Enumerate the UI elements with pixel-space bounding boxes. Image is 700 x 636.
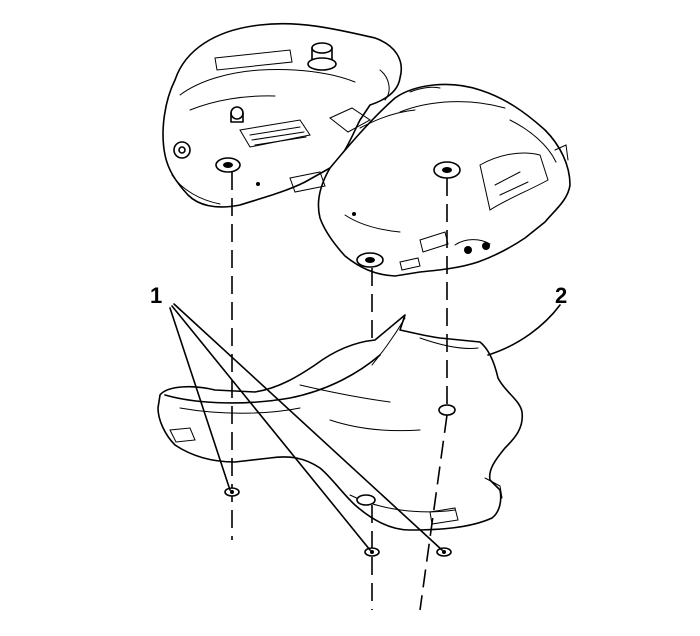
tank-mount-boss-right (433, 161, 461, 179)
callout-2: 2 (555, 283, 568, 308)
leader-1-c (173, 303, 443, 551)
shield-hole-left (356, 494, 376, 506)
fuel-tank-right-lobe (317, 83, 571, 277)
leader-1-b (171, 305, 371, 551)
leader-1-a (169, 307, 231, 491)
shield-body (157, 314, 524, 531)
tank-mount-boss-left (215, 157, 241, 173)
fuel-tank-shield (157, 314, 524, 531)
shield-hole-right (438, 404, 456, 416)
fuel-tank (162, 22, 571, 277)
leader-2 (487, 304, 561, 356)
alignment-lines (231, 172, 448, 611)
fastener-right (436, 547, 452, 557)
callout-1: 1 (150, 283, 163, 308)
fastener-center (364, 547, 380, 557)
filler-neck (307, 42, 337, 71)
leader-lines (169, 303, 561, 551)
tank-mount-boss-center (356, 252, 384, 268)
fastener-left (224, 487, 240, 497)
